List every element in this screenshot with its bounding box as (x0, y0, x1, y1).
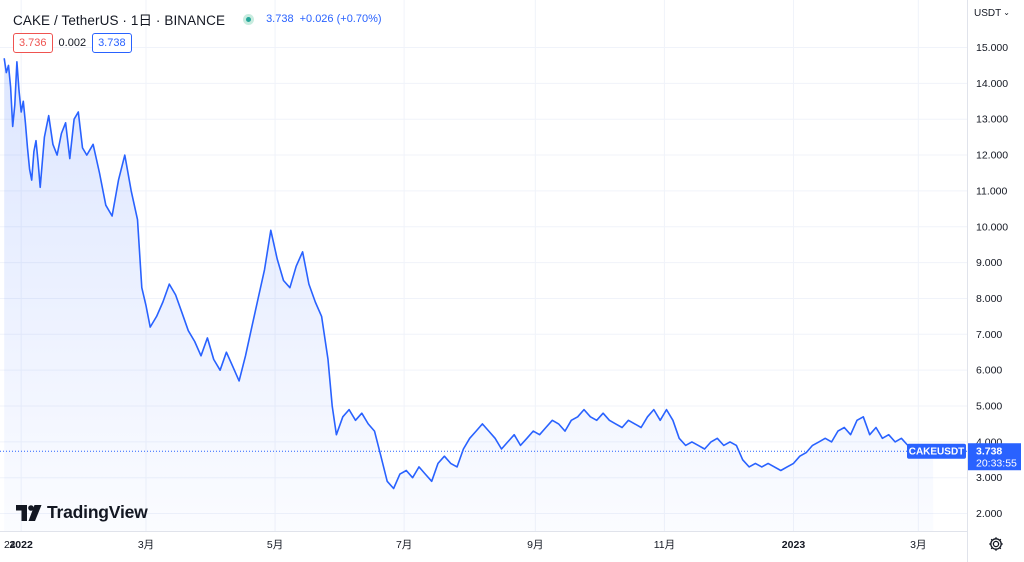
legend-last-price: 3.738 (266, 13, 294, 25)
legend-header: CAKE / TetherUS · 1日 · BINANCE 3.738 +0.… (13, 9, 382, 29)
chevron-down-icon: ⌄ (1003, 8, 1010, 17)
y-tick-label: 3.000 (976, 472, 1002, 484)
currency-label: USDT (974, 8, 1002, 19)
quote-panel: 3.736 0.002 3.738 (13, 33, 132, 53)
y-tick-label: 6.000 (976, 365, 1002, 377)
y-tick-label: 10.000 (976, 221, 1008, 233)
tradingview-logo-icon (16, 504, 42, 521)
y-tick-label: 15.000 (976, 42, 1008, 54)
x-tick-label: 9月 (527, 539, 543, 551)
market-open-dot-icon (243, 13, 255, 25)
spread-value: 0.002 (58, 37, 87, 49)
bar-countdown: 20:33:55 (976, 458, 1017, 470)
price-line[interactable] (3, 58, 934, 490)
chart-settings-button[interactable] (986, 534, 1006, 554)
currency-selector[interactable]: USDT ⌄ (974, 8, 1010, 19)
symbol-price-tag: CAKEUSDT (907, 443, 966, 459)
x-tick-label: 2022 (9, 539, 33, 551)
y-tick-label: 14.000 (976, 78, 1008, 90)
tradingview-logo-text: TradingView (47, 502, 148, 522)
x-tick-label: 7月 (396, 539, 412, 551)
y-tick-label: 7.000 (976, 329, 1002, 341)
y-tick-label: 9.000 (976, 257, 1002, 269)
last-price-tag: 3.738 20:33:55 (968, 443, 1021, 471)
sell-button[interactable]: 3.736 (13, 33, 53, 53)
last-price-value: 3.738 (976, 446, 1002, 458)
x-tick-label: 3月 (138, 539, 154, 551)
y-tick-label: 5.000 (976, 401, 1002, 413)
x-tick-label: 3月 (910, 539, 926, 551)
x-tick-label: 5月 (267, 539, 283, 551)
y-tick-label: 11.000 (976, 185, 1007, 197)
gear-icon (989, 537, 1003, 551)
y-tick-label: 12.000 (976, 150, 1008, 162)
price-area-fill (4, 58, 934, 532)
y-tick-label: 13.000 (976, 114, 1008, 126)
legend-price-change: +0.026 (+0.70%) (299, 13, 382, 25)
x-tick-label: 24 (4, 539, 16, 551)
symbol-tag-label: CAKEUSDT (909, 447, 965, 458)
x-tick-label: 11月 (654, 539, 675, 551)
tradingview-logo[interactable]: TradingView (16, 502, 148, 523)
buy-button[interactable]: 3.738 (92, 33, 132, 53)
x-tick-label: 2023 (782, 539, 806, 551)
y-tick-label: 2.000 (976, 508, 1002, 520)
symbol-title[interactable]: CAKE / TetherUS · 1日 · BINANCE (13, 13, 226, 28)
y-tick-label: 8.000 (976, 293, 1002, 305)
